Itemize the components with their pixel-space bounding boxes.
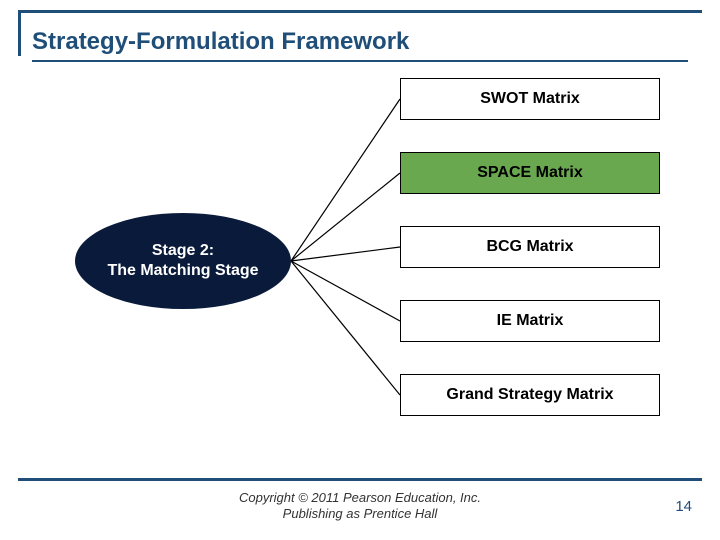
matrix-box: IE Matrix bbox=[400, 300, 660, 342]
matrix-box: BCG Matrix bbox=[400, 226, 660, 268]
copyright: Copyright © 2011 Pearson Education, Inc.… bbox=[0, 490, 720, 523]
copyright-line1: Copyright © 2011 Pearson Education, Inc. bbox=[239, 490, 481, 505]
copyright-line2: Publishing as Prentice Hall bbox=[283, 506, 438, 521]
matrix-box: SWOT Matrix bbox=[400, 78, 660, 120]
matrix-box-label: Grand Strategy Matrix bbox=[446, 386, 613, 404]
matrix-box-label: SPACE Matrix bbox=[477, 164, 583, 182]
matrix-box-label: SWOT Matrix bbox=[480, 90, 580, 108]
hub-line1: Stage 2: bbox=[152, 241, 214, 261]
matrix-box: SPACE Matrix bbox=[400, 152, 660, 194]
slide: Strategy-Formulation Framework Stage 2: … bbox=[0, 0, 720, 540]
left-rule bbox=[18, 10, 21, 56]
bottom-rule bbox=[18, 478, 702, 481]
page-number: 14 bbox=[675, 498, 692, 515]
hub-line2: The Matching Stage bbox=[107, 261, 258, 281]
page-title: Strategy-Formulation Framework bbox=[32, 28, 409, 56]
matrix-box: Grand Strategy Matrix bbox=[400, 374, 660, 416]
title-underline bbox=[32, 60, 688, 62]
top-rule bbox=[18, 10, 702, 13]
matrix-box-label: BCG Matrix bbox=[486, 238, 573, 256]
stage-hub-ellipse: Stage 2: The Matching Stage bbox=[75, 213, 291, 309]
matrix-box-label: IE Matrix bbox=[497, 312, 564, 330]
